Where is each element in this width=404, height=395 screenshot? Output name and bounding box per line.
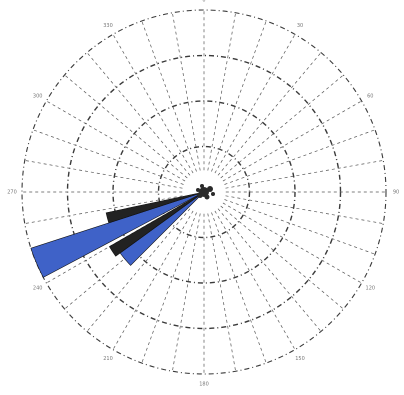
sector [30,191,205,278]
grid-spoke [220,205,344,310]
direction-tick-label: 210 [103,356,113,362]
center-mark [200,184,204,188]
grid-spoke [112,34,194,174]
grid-spoke [225,160,384,189]
grid-spoke [141,20,197,172]
grid-spoke [112,210,194,350]
direction-tick-label: 150 [295,356,305,362]
grid-spoke [222,100,362,182]
grid-spoke [225,195,384,224]
grid-spoke [207,12,236,171]
grid-spoke [217,52,322,176]
tick-label-layer: 0 30 60 90 120 150 180 210 240 270 300 330 [7,0,399,388]
direction-tick-label: 180 [199,382,209,388]
grid-spoke [141,212,197,364]
grid-spoke [46,100,186,182]
grid-spoke [224,129,376,185]
grid-spoke [214,210,296,350]
center-mark [204,194,210,200]
grid-spoke [214,34,296,174]
direction-tick-label: 270 [7,190,17,196]
grid-spoke [24,195,183,224]
direction-tick-label: 30 [297,23,303,29]
grid-ring [157,145,251,239]
direction-tick-label: 240 [33,286,43,292]
grid-spoke [224,199,376,255]
direction-tick-label: 330 [103,23,113,29]
direction-tick-label: 120 [366,286,376,292]
sector [105,191,205,224]
grid-spoke [86,52,191,176]
grid-spoke [220,74,344,179]
direction-tick-label: 300 [33,94,43,100]
grid-ring [112,100,296,284]
grid-spoke [86,208,191,332]
grid-spoke [217,208,322,332]
polar-grid [21,9,387,375]
direction-tick-label: 90 [393,190,399,196]
direction-tick-label: 0 [202,0,205,4]
center-mark [211,192,215,196]
center-mark [197,192,203,198]
grid-spoke [64,74,188,179]
grid-spoke [32,129,184,185]
grid-spoke [172,12,201,171]
grid-spoke [207,213,236,372]
sector-layer [30,191,205,278]
center-mark [207,186,213,192]
grid-spoke [222,202,362,284]
direction-tick-label: 60 [367,94,373,100]
sector [108,191,205,257]
grid-spoke [211,212,267,364]
center-cluster [196,184,215,200]
grid-ring [21,9,387,375]
grid-spoke [172,213,201,372]
center-mark [196,188,200,192]
grid-spoke [24,160,183,189]
grid-spoke [211,20,267,172]
